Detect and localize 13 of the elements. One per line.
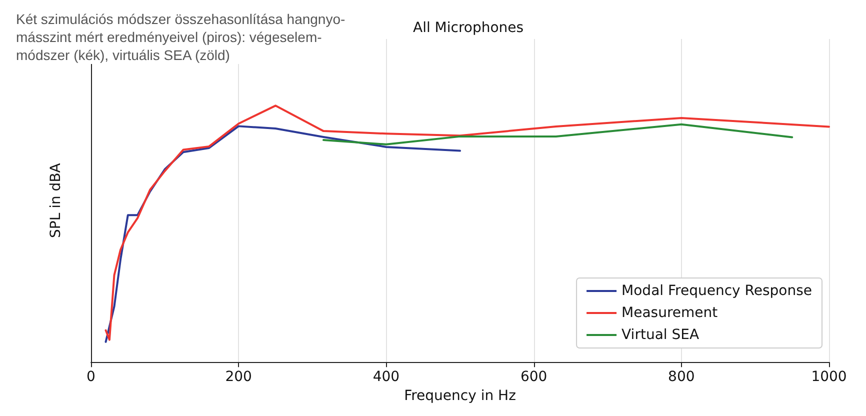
x-tick-label: 0	[86, 369, 96, 386]
x-tick-label: 800	[668, 369, 695, 386]
legend-label: Measurement	[622, 305, 718, 321]
legend-label: Modal Frequency Response	[622, 283, 812, 299]
x-tick-label: 600	[520, 369, 548, 386]
text: Két szimulációs módszer összehasonlítása hangnyo- másszint mért eredményeivel (piros): végeselem- módszer (kék), virtuális SEA (zöld)	[16, 11, 346, 63]
legend-label: Virtual SEA	[622, 327, 700, 343]
y-axis-title: SPL in dBA	[48, 162, 64, 238]
x-tick-label: 200	[225, 369, 252, 386]
chart-title: All Microphones	[413, 20, 524, 36]
x-tick-label: 1000	[811, 369, 847, 386]
x-axis-title: Frequency in Hz	[404, 388, 516, 404]
x-tick-label: 400	[372, 369, 400, 386]
